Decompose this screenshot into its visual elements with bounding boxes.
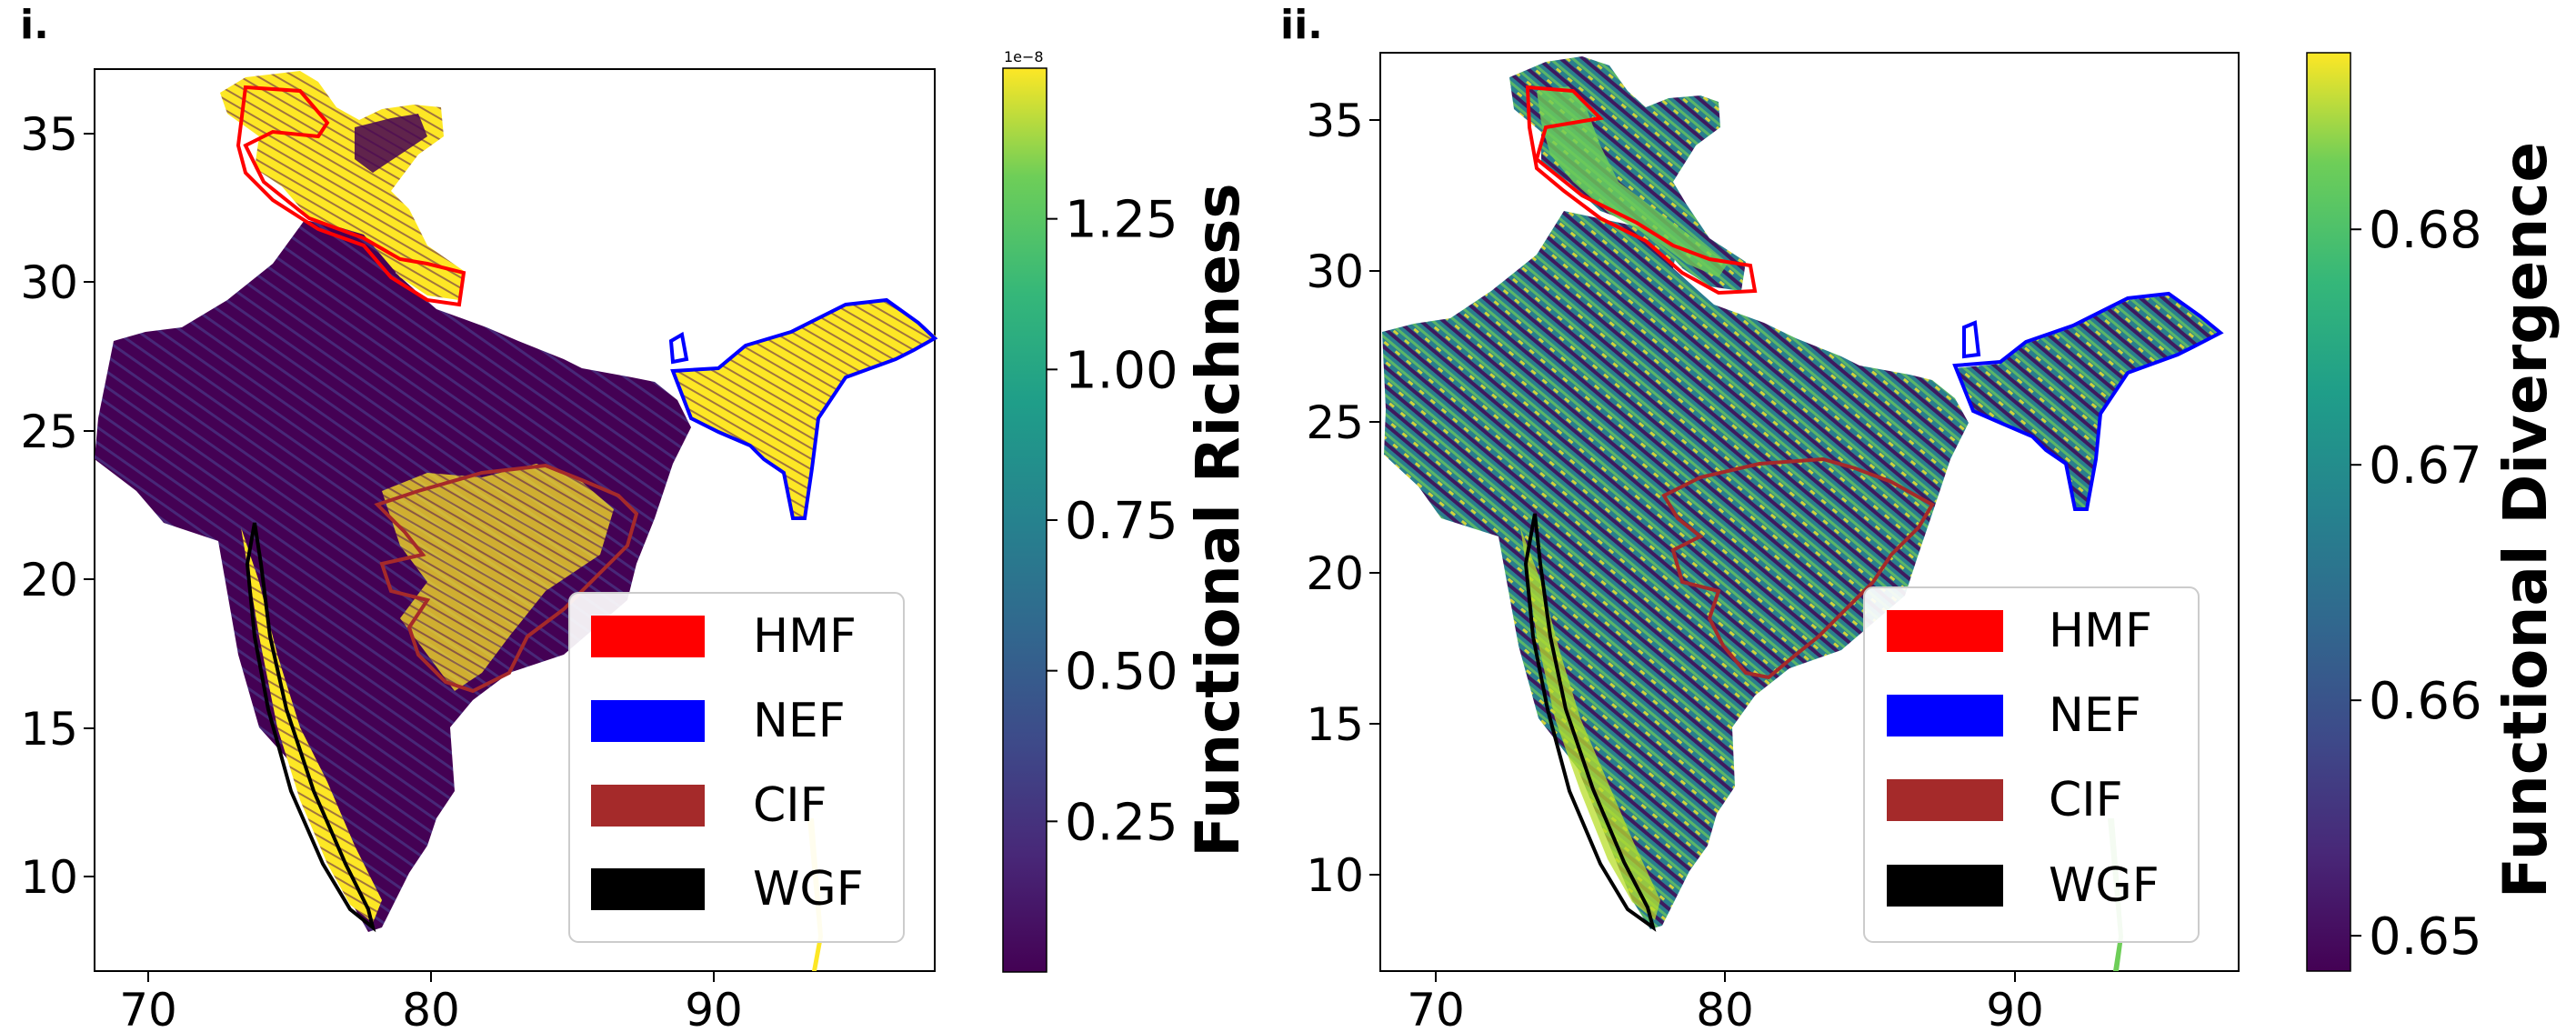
map-main-landmass (1382, 211, 1969, 929)
legend-swatch-hmf (591, 616, 705, 657)
legend: HMF NEF CIF WGF (1863, 586, 2200, 943)
y-axis: 10 15 20 25 30 35 (1306, 95, 1380, 902)
boundary-wgf (1523, 513, 1657, 932)
colorbar-ticks: 0.25 0.50 0.75 1.00 1.25 (1047, 191, 1178, 852)
legend-frame (568, 592, 905, 943)
y-tick-35: 35 (20, 108, 78, 161)
boundary-hmf (1525, 85, 1758, 296)
colorbar-tick-label: 0.66 (2369, 672, 2482, 731)
colorbar-tick-label: 0.68 (2369, 201, 2482, 260)
boundary-cif (1661, 456, 1935, 680)
legend-swatch-cif (591, 785, 705, 827)
colorbar: 0.65 0.66 0.67 0.68 Functional Divergence (2306, 52, 2561, 972)
legend-label-cif: CIF (2049, 773, 2123, 827)
colorbar-label: Functional Richness (1183, 183, 1253, 857)
y-tick-10: 10 (20, 851, 78, 904)
boundary-hmf (236, 85, 466, 307)
y-tick-15: 15 (1306, 698, 1364, 751)
y-tick-35: 35 (1306, 95, 1364, 147)
x-tick-80: 80 (402, 984, 460, 1032)
map-central-patches (382, 464, 614, 691)
y-tick-30: 30 (1306, 245, 1364, 298)
map-india (95, 71, 937, 971)
legend-label-wgf: WGF (2049, 858, 2160, 913)
map-kashmir-bright (1537, 86, 1728, 277)
region-boundaries (236, 85, 938, 933)
x-tick-70: 70 (119, 984, 177, 1032)
legend-label-hmf: HMF (753, 609, 857, 664)
colorbar-multiplier: 1e−8 (1004, 48, 1044, 65)
legend-swatch-nef (591, 700, 705, 742)
y-tick-15: 15 (20, 703, 78, 756)
map-kashmir-dark (355, 114, 427, 173)
panel-label: ii. (1280, 2, 1323, 48)
legend-label-cif: CIF (753, 778, 827, 833)
boundary-nef (1952, 291, 2224, 511)
x-axis: 70 80 90 (1407, 971, 2044, 1032)
panel-functional-richness: i. 70 80 90 (20, 2, 1253, 1032)
panel-functional-divergence: ii. 70 80 90 (1280, 2, 2561, 1032)
legend-swatch-hmf (1887, 610, 2003, 652)
legend-swatch-wgf (591, 868, 705, 910)
boundary-cif (374, 463, 639, 694)
colorbar-tick-label: 0.75 (1065, 492, 1178, 551)
x-tick-80: 80 (1696, 984, 1754, 1032)
colorbar-gradient (2306, 52, 2351, 972)
plot-frame (1379, 52, 2240, 972)
y-tick-10: 10 (1306, 849, 1364, 902)
boundary-wgf (245, 522, 376, 933)
map-westghats-strip (241, 527, 382, 923)
map-northeast (673, 300, 937, 518)
x-tick-90: 90 (1986, 984, 2044, 1032)
legend-label-wgf: WGF (753, 862, 864, 917)
map-india (1382, 56, 2219, 971)
colorbar-tick-label: 0.65 (2369, 907, 2482, 967)
panel-label: i. (20, 2, 49, 48)
colorbar-label: Functional Divergence (2491, 142, 2561, 898)
legend-label-nef: NEF (2049, 688, 2141, 743)
map-westghats-strip (1520, 527, 1660, 920)
y-tick-25: 25 (20, 406, 78, 458)
boundary-nef (668, 297, 938, 520)
colorbar-ticks: 0.65 0.66 0.67 0.68 (2350, 201, 2482, 967)
colorbar: 1e−8 0.25 0.50 0.75 1.00 1.25 Functional Ric… (1002, 48, 1253, 973)
x-tick-90: 90 (685, 984, 743, 1032)
y-axis: 10 15 20 25 30 35 (20, 108, 95, 904)
colorbar-tick-label: 1.25 (1065, 191, 1178, 250)
map-northeast (1955, 296, 2219, 507)
legend-swatch-nef (1887, 695, 2003, 736)
x-axis: 70 80 90 (119, 971, 743, 1032)
legend-label-nef: NEF (753, 694, 846, 748)
colorbar-tick-label: 0.67 (2369, 436, 2482, 496)
colorbar-tick-label: 1.00 (1065, 341, 1178, 400)
x-tick-70: 70 (1407, 984, 1465, 1032)
legend-label-hmf: HMF (2049, 604, 2152, 658)
legend-swatch-cif (1887, 779, 2003, 821)
colorbar-tick-label: 0.50 (1065, 643, 1178, 702)
legend: HMF NEF CIF WGF (568, 592, 905, 943)
map-main-landmass (95, 220, 691, 932)
y-tick-20: 20 (1306, 547, 1364, 600)
legend-frame (1863, 586, 2200, 943)
y-tick-25: 25 (1306, 396, 1364, 449)
legend-swatch-wgf (1887, 865, 2003, 907)
y-tick-30: 30 (20, 256, 78, 309)
region-boundaries (1523, 85, 2224, 932)
plot-frame (94, 68, 936, 972)
colorbar-tick-label: 0.25 (1065, 793, 1178, 852)
y-tick-20: 20 (20, 554, 78, 606)
colorbar-gradient (1002, 67, 1047, 973)
